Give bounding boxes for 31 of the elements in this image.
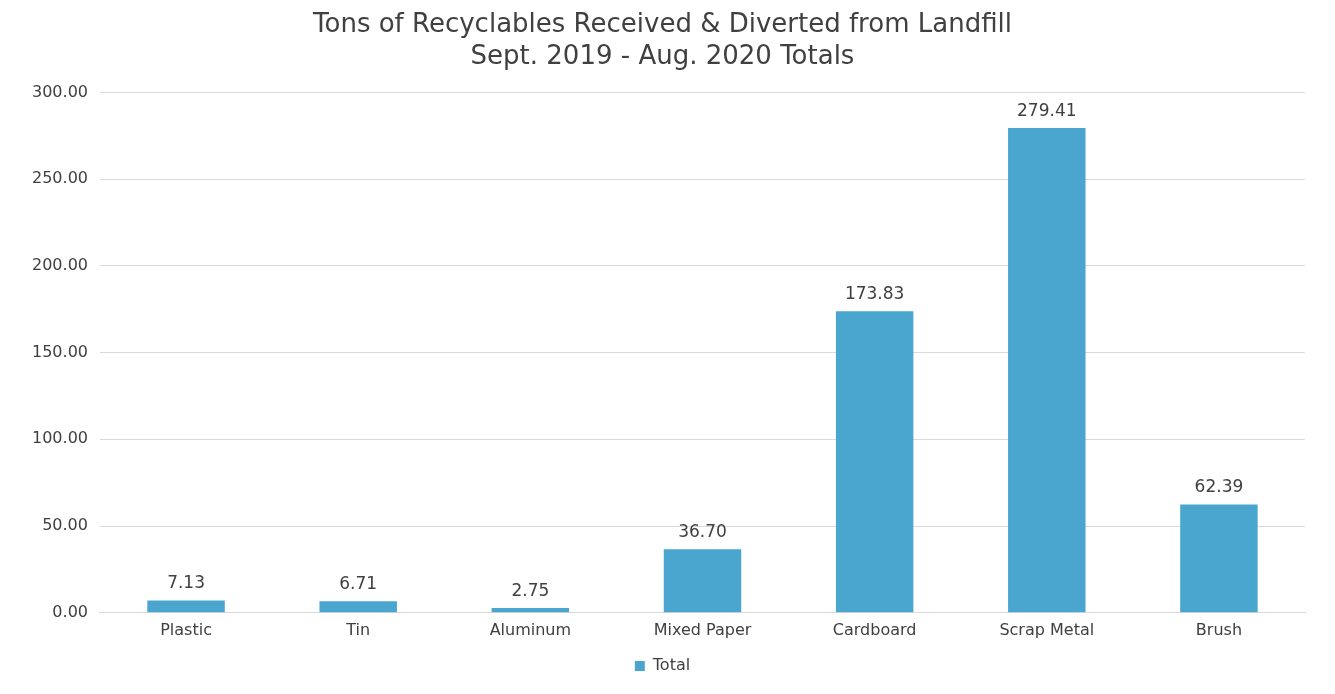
y-tick-label: 300.00: [32, 81, 88, 101]
bar: [1180, 504, 1258, 613]
data-label: 279.41: [1017, 100, 1077, 121]
data-label: 6.71: [339, 573, 378, 594]
x-tick-label: Scrap Metal: [999, 619, 1095, 639]
data-label: 36.70: [678, 521, 727, 542]
x-tick-label: Aluminum: [489, 619, 572, 639]
bar: [1008, 128, 1086, 613]
bar: [147, 600, 225, 613]
y-tick-label: 100.00: [32, 428, 88, 448]
y-tick-label: 50.00: [42, 515, 88, 535]
y-tick-label: 200.00: [32, 255, 88, 275]
data-label: 62.39: [1194, 476, 1244, 497]
x-tick-label: Plastic: [160, 619, 212, 639]
legend-label: Total: [651, 655, 691, 675]
data-label: 2.75: [511, 579, 550, 600]
text: Tons of Recyclables Received & Diverted from Landfill: [313, 8, 1012, 39]
y-tick-label: 0.00: [52, 601, 88, 621]
y-tick-label: 150.00: [32, 341, 88, 361]
text: Sept. 2019 - Aug. 2020 Totals: [470, 39, 855, 70]
x-tick-label: Cardboard: [832, 619, 917, 639]
bar: [319, 601, 397, 613]
bar: [491, 608, 570, 613]
data-label: 173.83: [844, 283, 905, 304]
x-tick-label: Tin: [345, 619, 371, 639]
bar: [663, 549, 742, 613]
x-tick-label: Mixed Paper: [653, 619, 752, 639]
bar: [835, 311, 914, 613]
data-label: 7.13: [167, 572, 205, 593]
x-tick-label: Brush: [1195, 619, 1243, 639]
y-tick-label: 250.00: [32, 168, 88, 188]
